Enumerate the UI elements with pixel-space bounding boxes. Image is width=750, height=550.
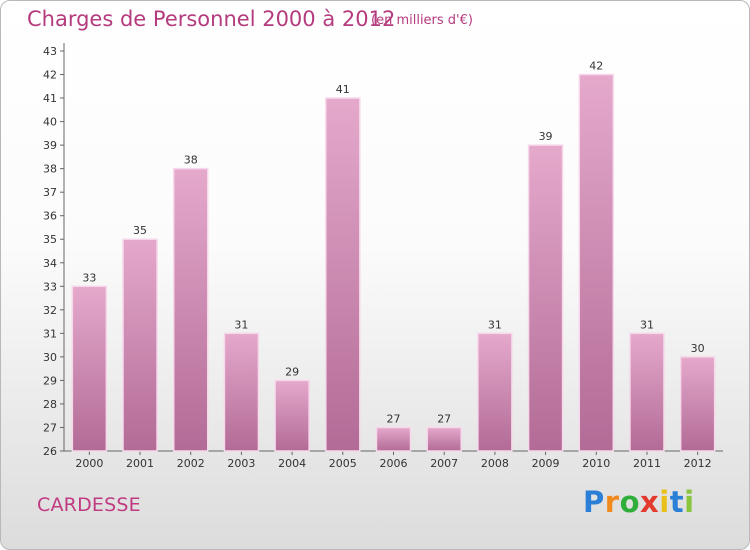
y-tick-label: 42 xyxy=(43,69,57,82)
y-tick-label: 27 xyxy=(43,421,57,434)
data-label: 31 xyxy=(640,318,654,331)
y-tick-label: 34 xyxy=(43,257,57,270)
bar xyxy=(679,356,716,452)
y-tick-label: 29 xyxy=(43,374,57,387)
x-tick-label: 2001 xyxy=(126,457,154,470)
data-label: 42 xyxy=(589,60,603,73)
bar xyxy=(375,426,412,452)
y-tick-label: 35 xyxy=(43,233,57,246)
x-tick-label: 2010 xyxy=(582,457,610,470)
bar xyxy=(477,332,513,452)
commune-name: CARDESSE xyxy=(37,494,141,516)
data-label: 29 xyxy=(285,365,299,378)
bar xyxy=(71,285,108,452)
y-tick-label: 39 xyxy=(43,139,57,152)
x-tick-label: 2003 xyxy=(227,457,255,470)
x-tick-label: 2004 xyxy=(278,457,306,470)
y-tick-label: 26 xyxy=(43,445,57,458)
logo-letter: o xyxy=(619,485,641,519)
y-tick-label: 33 xyxy=(43,280,57,293)
data-label: 27 xyxy=(387,412,401,425)
y-tick-label: 30 xyxy=(43,351,57,364)
data-label: 31 xyxy=(234,318,248,331)
bar xyxy=(325,97,361,452)
bar xyxy=(426,426,462,452)
logo-letter: r xyxy=(604,485,620,519)
logo-letter: i xyxy=(684,485,695,519)
y-tick-label: 37 xyxy=(43,186,57,199)
x-tick-label: 2002 xyxy=(177,457,205,470)
data-label: 41 xyxy=(336,83,350,96)
bar xyxy=(578,73,615,452)
logo-letter: P xyxy=(583,485,605,519)
data-label: 38 xyxy=(184,154,198,167)
chart-title: Charges de Personnel 2000 à 2012 xyxy=(27,7,396,31)
bar xyxy=(122,238,158,452)
x-tick-label: 2007 xyxy=(430,457,458,470)
data-label: 31 xyxy=(488,318,502,331)
y-tick-label: 28 xyxy=(43,398,57,411)
y-tick-label: 38 xyxy=(43,163,57,176)
proxiti-logo[interactable]: Proxiti xyxy=(583,485,695,519)
data-label: 33 xyxy=(82,271,96,284)
bar xyxy=(223,332,260,452)
bar xyxy=(527,144,564,452)
x-tick-label: 2006 xyxy=(380,457,408,470)
data-label: 39 xyxy=(539,130,553,143)
logo-letter: x xyxy=(640,485,660,519)
chart-subtitle: (en milliers d'€) xyxy=(371,13,473,28)
logo-letter: t xyxy=(669,485,685,519)
x-tick-label: 2000 xyxy=(75,457,103,470)
x-tick-label: 2008 xyxy=(481,457,509,470)
data-label: 30 xyxy=(691,342,705,355)
bar xyxy=(629,332,665,452)
y-tick-label: 40 xyxy=(43,116,57,129)
logo-letter: i xyxy=(659,485,670,519)
y-tick-label: 43 xyxy=(43,45,57,58)
bar xyxy=(172,167,209,452)
y-tick-label: 32 xyxy=(43,304,57,317)
data-label: 27 xyxy=(437,412,451,425)
x-tick-label: 2009 xyxy=(532,457,560,470)
bar xyxy=(274,379,310,452)
x-tick-label: 2005 xyxy=(329,457,357,470)
x-tick-label: 2011 xyxy=(633,457,661,470)
y-tick-label: 31 xyxy=(43,327,57,340)
x-tick-label: 2012 xyxy=(684,457,712,470)
y-tick-label: 41 xyxy=(43,92,57,105)
data-label: 35 xyxy=(133,224,147,237)
y-tick-label: 36 xyxy=(43,210,57,223)
